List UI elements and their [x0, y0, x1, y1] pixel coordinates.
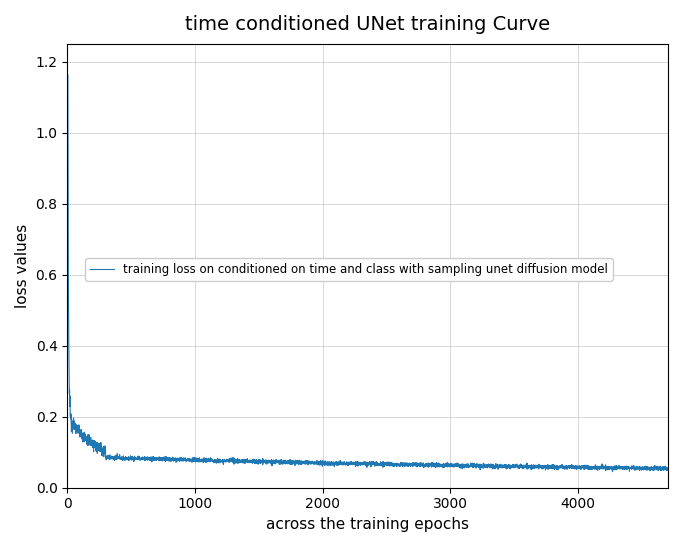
training loss on conditioned on time and class with sampling unet diffusion model [335, 461, 343, 468]
Y-axis label: loss values: loss values [15, 224, 30, 308]
training loss on conditioned on time and class with sampling unet diffusion model [357, 459, 366, 466]
Line: training loss on conditioned on time and class with sampling unet diffusion model: training loss on conditioned on time and… [67, 74, 668, 487]
training loss on conditioned on time and class with sampling unet diffusion model [64, 71, 72, 78]
training loss on conditioned on time and class with sampling unet diffusion model [137, 456, 145, 462]
X-axis label: across the training epochs: across the training epochs [266, 517, 469, 532]
Title: time conditioned UNet training Curve: time conditioned UNet training Curve [185, 15, 550, 34]
training loss on conditioned on time and class with sampling unet diffusion model [63, 484, 71, 491]
training loss on conditioned on time and class with sampling unet diffusion model [140, 455, 148, 461]
training loss on conditioned on time and class with sampling unet diffusion model [663, 466, 672, 473]
training loss on conditioned on time and class with sampling unet diffusion model [225, 458, 234, 464]
Legend: training loss on conditioned on time and class with sampling unet diffusion mode: training loss on conditioned on time and… [85, 258, 612, 281]
training loss on conditioned on time and class with sampling unet diffusion model [481, 463, 489, 469]
